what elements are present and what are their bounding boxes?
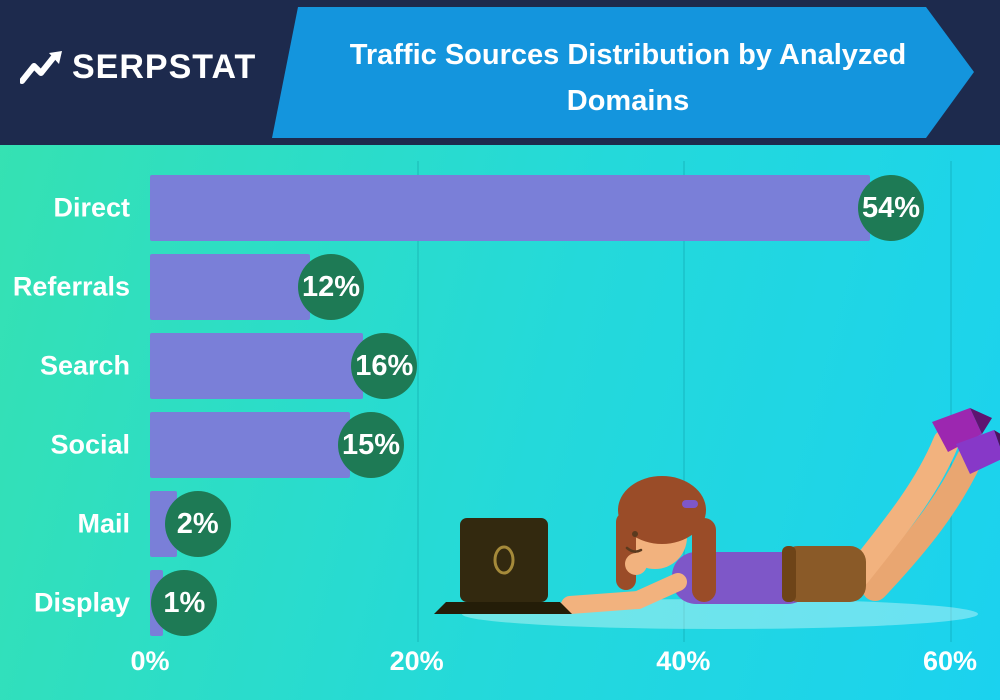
value-badge-mail: 2% [164, 491, 231, 557]
category-label-referrals: Referrals [12, 271, 130, 302]
ribbon-shape [272, 7, 974, 138]
chart-row-referrals: Referrals 12% [13, 254, 950, 320]
value-badge-display: 1% [151, 570, 218, 636]
category-label-display: Display [33, 587, 130, 618]
x-axis: 0% 20% 40% 60% [130, 646, 977, 680]
brand-name: SERPSTAT [72, 48, 257, 86]
value-badge-referrals: 12% [298, 254, 364, 320]
x-tick-40%: 40% [656, 646, 711, 676]
bar-direct [150, 175, 870, 241]
gridline-20% [416, 161, 419, 642]
chart-row-search: Search 16% [40, 333, 950, 399]
bar-social [150, 412, 350, 478]
brand-logo: SERPSTAT [20, 48, 256, 87]
category-label-social: Social [50, 429, 130, 460]
page-title: Traffic Sources Distribution by Analyzed… [313, 32, 943, 124]
value-badge-social: 15% [338, 412, 404, 478]
category-label-direct: Direct [53, 192, 130, 223]
bar-chart: Direct 54% Referrals 12% Search 16% Social 15% M… [13, 161, 952, 642]
category-label-mail: Mail [77, 508, 130, 539]
value-badge-direct: 54% [858, 175, 924, 241]
x-tick-20%: 20% [389, 646, 444, 676]
person-laptop-illustration [434, 408, 1000, 629]
gridline-60% [950, 161, 952, 642]
header-bar: SERPSTAT Traffic Sources Distribution by… [0, 0, 1000, 145]
chart-row-direct: Direct 54% [53, 175, 950, 241]
page-title-line2: Domains [566, 85, 690, 117]
chart-row-social: Social 15% [50, 412, 950, 478]
x-tick-60%: 60% [922, 646, 978, 676]
gridline-40% [683, 161, 686, 642]
chart-row-display: Display 1% [34, 570, 950, 636]
bar-referrals [150, 254, 310, 320]
page-title-line1: Traffic Sources Distribution by Analyzed [349, 39, 907, 71]
bar-search [150, 333, 364, 399]
serpstat-chart-arrow-icon [20, 50, 62, 84]
x-tick-0%: 0% [130, 646, 170, 676]
title-ribbon: Traffic Sources Distribution by Analyzed… [258, 0, 1000, 145]
value-badge-search: 16% [351, 333, 418, 399]
category-label-search: Search [39, 350, 130, 381]
chart-row-mail: Mail 2% [77, 491, 950, 557]
